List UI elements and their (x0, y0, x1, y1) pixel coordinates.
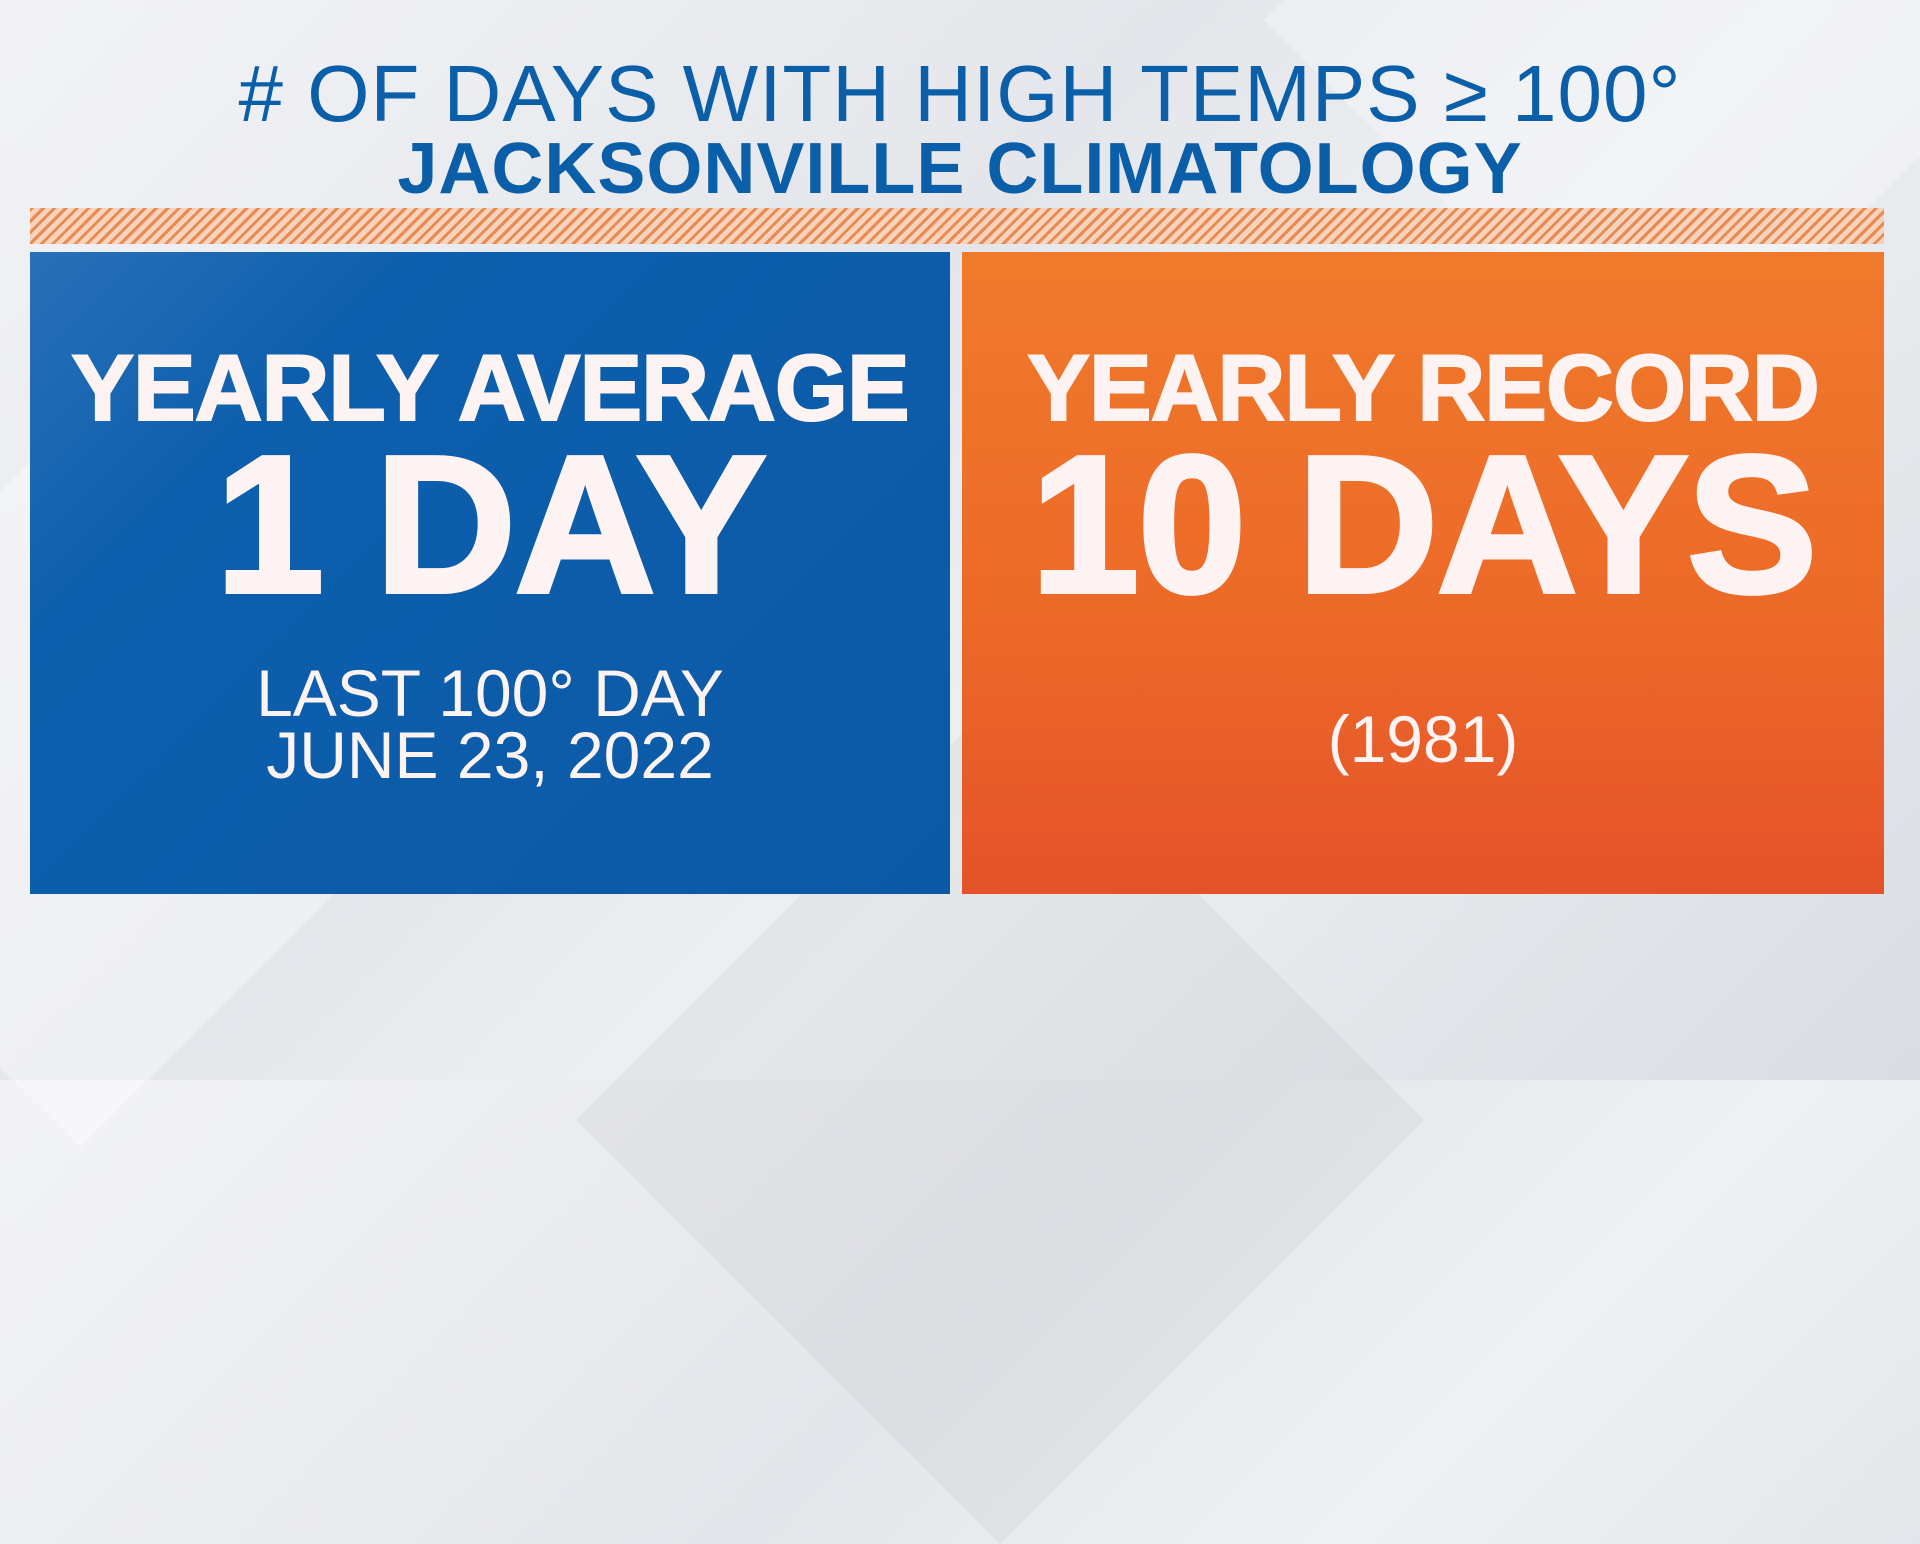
graphic-subtitle: JACKSONVILLE CLIMATOLOGY (397, 129, 1523, 209)
last-100-day-label: LAST 100° DAY (256, 656, 724, 730)
yearly-average-card: YEARLY AVERAGE 1 DAY LAST 100° DAY JUNE … (30, 252, 950, 894)
hatched-divider (30, 208, 1884, 244)
last-100-day-note: LAST 100° DAY JUNE 23, 2022 (30, 656, 950, 792)
yearly-average-value: 1 DAY (213, 413, 768, 636)
yearly-average-label: YEARLY AVERAGE (70, 334, 910, 441)
last-100-day-date: JUNE 23, 2022 (266, 718, 714, 792)
graphic-title: # OF DAYS WITH HIGH TEMPS ≥ 100° (238, 49, 1682, 138)
yearly-record-card: YEARLY RECORD 10 DAYS (1981) (962, 252, 1884, 894)
yearly-record-label: YEARLY RECORD (1026, 334, 1820, 441)
yearly-record-year: (1981) (1327, 702, 1519, 776)
yearly-record-value: 10 DAYS (1028, 413, 1819, 636)
